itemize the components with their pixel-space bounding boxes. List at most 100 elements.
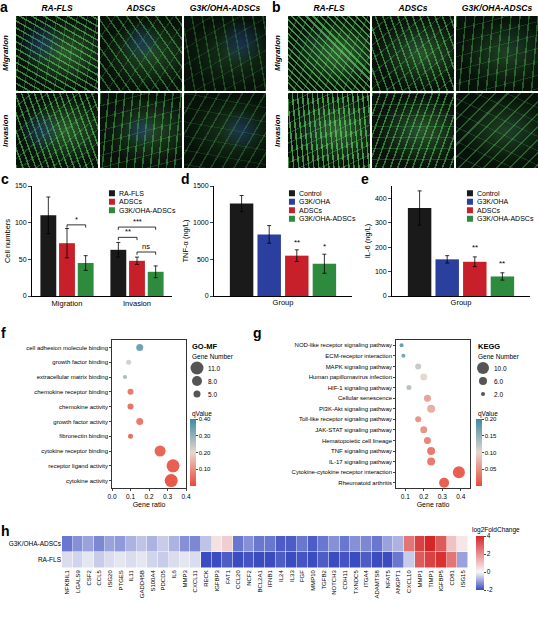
svg-text:Human papillomavirus infection: Human papillomavirus infection	[309, 374, 392, 380]
svg-text:TIMP1: TIMP1	[428, 570, 434, 588]
svg-text:Control: Control	[299, 190, 322, 197]
svg-text:Hematopoietic cell lineage: Hematopoietic cell lineage	[322, 438, 393, 444]
svg-text:CCL20: CCL20	[235, 570, 241, 589]
svg-text:Gene Number: Gene Number	[478, 353, 520, 360]
svg-text:*: *	[75, 215, 78, 224]
svg-text:ADSCs: ADSCs	[119, 198, 142, 205]
svg-text:Migration: Migration	[52, 299, 83, 308]
svg-text:GADD45B: GADD45B	[139, 570, 145, 598]
svg-text:TXNDC5: TXNDC5	[353, 570, 359, 595]
svg-text:fibronectin binding: fibronectin binding	[59, 433, 108, 439]
svg-text:0: 0	[23, 292, 27, 299]
svg-text:8.0: 8.0	[208, 378, 217, 385]
svg-text:IGFBP3: IGFBP3	[214, 570, 220, 592]
svg-text:qValue: qValue	[478, 410, 498, 418]
svg-text:IL-6 (ng/L): IL-6 (ng/L)	[363, 223, 372, 258]
svg-text:CSF2: CSF2	[86, 570, 92, 586]
svg-text:ADSCs: ADSCs	[299, 207, 322, 214]
svg-text:NCF2: NCF2	[246, 570, 252, 586]
svg-text:200: 200	[375, 244, 387, 251]
svg-text:IL33: IL33	[289, 570, 295, 582]
svg-text:BCL2A1: BCL2A1	[257, 570, 263, 593]
svg-text:cytokine activity: cytokine activity	[66, 478, 108, 484]
svg-text:0.0: 0.0	[107, 493, 116, 500]
svg-text:KEGG: KEGG	[478, 342, 500, 351]
svg-text:CDH11: CDH11	[342, 570, 348, 590]
svg-text:RA-FLS: RA-FLS	[38, 556, 62, 563]
svg-text:HIF-1 signaling pathway: HIF-1 signaling pathway	[328, 385, 392, 391]
svg-text:0: 0	[205, 292, 209, 299]
svg-text:0.05: 0.05	[485, 466, 497, 472]
svg-text:CD81: CD81	[449, 570, 455, 586]
svg-text:LGALS9: LGALS9	[75, 570, 81, 593]
svg-text:*: *	[323, 242, 326, 251]
svg-text:ns: ns	[142, 242, 150, 251]
svg-text:IL6: IL6	[171, 570, 177, 579]
svg-text:6.0: 6.0	[494, 378, 503, 385]
svg-text:Cellular senescence: Cellular senescence	[338, 395, 393, 401]
svg-text:**: **	[125, 227, 131, 236]
svg-text:0.20: 0.20	[485, 416, 497, 422]
svg-text:h: h	[1, 523, 10, 539]
svg-text:ECM-receptor interaction: ECM-receptor interaction	[325, 353, 392, 359]
svg-text:cytokine receptor binding: cytokine receptor binding	[41, 448, 108, 454]
svg-text:G3K/OHA: G3K/OHA	[477, 198, 508, 205]
svg-text:e: e	[361, 171, 369, 187]
svg-text:ADSCs: ADSCs	[477, 207, 500, 214]
svg-text:0.4: 0.4	[181, 493, 190, 500]
svg-text:JAK-STAT signaling pathway: JAK-STAT signaling pathway	[315, 427, 392, 433]
svg-text:MAPK signaling pathway: MAPK signaling pathway	[326, 364, 392, 370]
svg-text:IFNB1: IFNB1	[267, 570, 273, 588]
svg-text:FAT1: FAT1	[225, 570, 231, 585]
svg-text:2.0: 2.0	[494, 391, 503, 398]
svg-text:150: 150	[15, 182, 27, 189]
svg-text:ISG20: ISG20	[107, 570, 113, 588]
svg-text:IGFBP5: IGFBP5	[438, 570, 444, 592]
svg-text:***: ***	[133, 217, 142, 226]
svg-text:RECK: RECK	[203, 570, 209, 587]
svg-text:2: 2	[487, 550, 491, 557]
svg-text:50: 50	[19, 256, 27, 263]
svg-text:Control: Control	[477, 190, 500, 197]
svg-text:0.30: 0.30	[199, 433, 211, 439]
svg-text:0.2: 0.2	[144, 493, 153, 500]
svg-text:TNF-α (ng/L): TNF-α (ng/L)	[181, 219, 190, 263]
svg-text:TGFB2: TGFB2	[321, 570, 327, 590]
svg-text:ITGA4: ITGA4	[363, 570, 369, 588]
svg-text:log2FoldChange: log2FoldChange	[472, 526, 520, 534]
svg-text:5.0: 5.0	[208, 391, 217, 398]
svg-text:500: 500	[197, 256, 209, 263]
svg-text:0.20: 0.20	[199, 450, 211, 456]
svg-text:4: 4	[487, 532, 491, 539]
svg-text:f: f	[1, 325, 6, 341]
svg-text:MMP3: MMP3	[182, 570, 188, 588]
svg-text:MMP1: MMP1	[417, 570, 423, 588]
svg-text:NOD-like receptor signaling pa: NOD-like receptor signaling pathway	[295, 342, 392, 348]
svg-text:ISG15: ISG15	[460, 570, 466, 588]
svg-text:chemokine activity: chemokine activity	[59, 404, 108, 410]
svg-text:G3K/OHA-ADSCs: G3K/OHA-ADSCs	[299, 215, 356, 222]
svg-text:growth factor activity: growth factor activity	[53, 419, 108, 425]
svg-text:Cell numbers: Cell numbers	[3, 219, 12, 263]
svg-text:ANGPT1: ANGPT1	[396, 570, 402, 595]
svg-text:G3K/OHA-ADSCs: G3K/OHA-ADSCs	[477, 215, 534, 222]
svg-text:PDCD5: PDCD5	[160, 570, 166, 591]
svg-text:Group: Group	[273, 298, 294, 307]
svg-text:0.1: 0.1	[401, 493, 410, 500]
svg-text:Cytokine-cytokine receptor int: Cytokine-cytokine receptor interaction	[292, 469, 392, 475]
svg-text:cell adhesion molecule binding: cell adhesion molecule binding	[26, 345, 108, 351]
svg-text:FGF: FGF	[299, 570, 305, 582]
svg-text:**: **	[499, 259, 505, 268]
svg-text:NFAT5: NFAT5	[385, 570, 391, 589]
svg-text:100: 100	[15, 219, 27, 226]
svg-text:Rheumatoid arthritis: Rheumatoid arthritis	[338, 480, 392, 486]
svg-text:0: 0	[487, 568, 491, 575]
svg-text:MMP10: MMP10	[310, 570, 316, 591]
svg-text:G3K/OHA: G3K/OHA	[299, 198, 330, 205]
svg-text:**: **	[472, 243, 478, 252]
svg-text:Gene ratio: Gene ratio	[133, 501, 166, 508]
svg-text:11.0: 11.0	[208, 365, 221, 372]
svg-text:extracellular matrix binding: extracellular matrix binding	[37, 374, 108, 380]
svg-text:Gene Number: Gene Number	[192, 353, 234, 360]
svg-text:PI3K-Akt signaling pathway: PI3K-Akt signaling pathway	[319, 406, 392, 412]
